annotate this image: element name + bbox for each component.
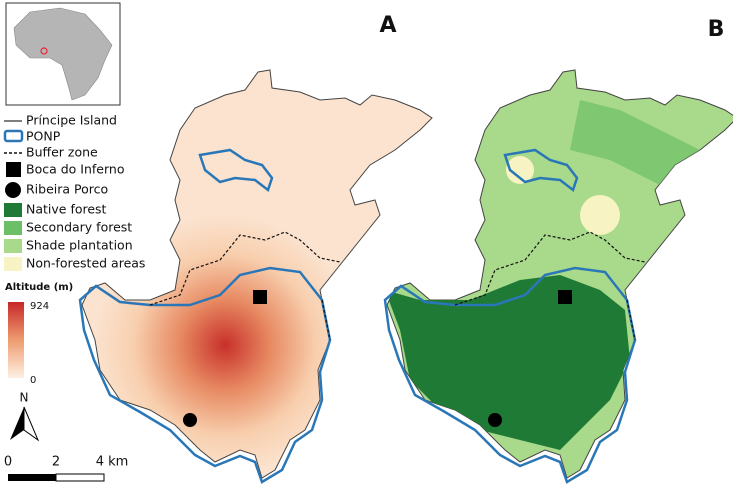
legend-label: Príncipe Island: [26, 113, 117, 128]
inset-map: [5, 2, 121, 106]
altitude-title: Altitude (m): [5, 282, 73, 293]
north-label: N: [20, 391, 29, 405]
legend-label: Secondary forest: [26, 220, 132, 235]
panel-label: A: [379, 13, 396, 38]
scale-label: 2: [52, 455, 60, 470]
altitude-max: 924: [30, 301, 49, 312]
legend-label: Buffer zone: [26, 145, 98, 160]
legend-label: PONP: [26, 129, 61, 144]
scale-label: 0: [4, 455, 12, 470]
altitude-min: 0: [30, 375, 36, 386]
legend: Príncipe Island PONP Buffer zone Boca do…: [3, 113, 145, 271]
legend-label: Boca do Inferno: [26, 162, 124, 177]
map-panel-b: B: [383, 17, 733, 484]
north-arrow: N: [10, 391, 40, 442]
altitude-legend: Altitude (m) 924 0: [5, 282, 73, 386]
legend-label: Ribeira Porco: [26, 182, 108, 197]
map-panel-a: A: [78, 13, 433, 484]
legend-label: Native forest: [26, 202, 107, 217]
panel-label: B: [708, 17, 725, 42]
legend-label: Shade plantation: [26, 238, 133, 253]
scale-label: 4 km: [96, 455, 129, 470]
scale-bar: 0 2 4 km: [4, 455, 128, 482]
legend-label: Non-forested areas: [26, 256, 145, 271]
